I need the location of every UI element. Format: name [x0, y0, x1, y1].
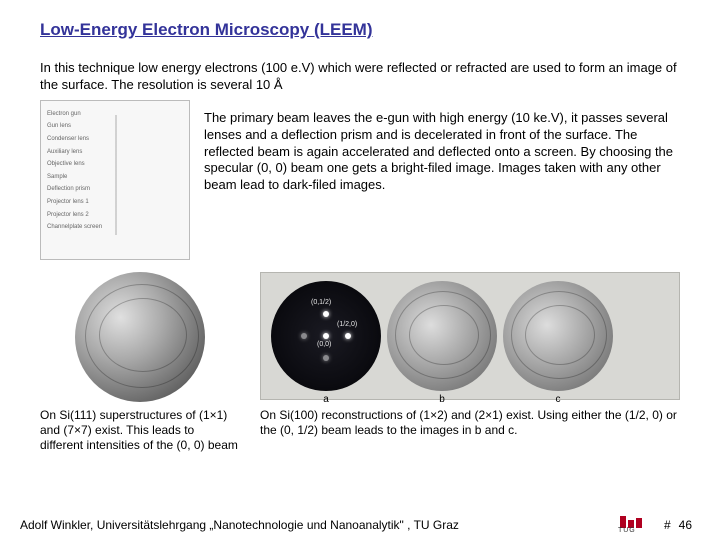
spot-label: (1/2,0) [337, 321, 357, 328]
page-number: 46 [679, 518, 692, 532]
page-title: Low-Energy Electron Microscopy (LEEM) [40, 20, 680, 40]
bottom-row: On Si(111) superstructures of (1×1) and … [40, 272, 680, 453]
spot-label: (0,1/2) [311, 299, 331, 306]
intro-text: In this technique low energy electrons (… [40, 60, 680, 94]
tug-logo: TUG [618, 516, 646, 534]
footer-hash: # [664, 518, 671, 532]
si111-image [75, 272, 205, 402]
darkfield-image-b [387, 281, 497, 391]
left-image-block: On Si(111) superstructures of (1×1) and … [40, 272, 240, 453]
panel-label: c [556, 394, 561, 405]
leem-schematic: Electron gun Gun lens Condenser lens Aux… [40, 100, 190, 260]
caption-right: On Si(100) reconstructions of (1×2) and … [260, 406, 680, 438]
darkfield-image-c [503, 281, 613, 391]
logo-text: TUG [618, 527, 636, 534]
si100-triptych: (0,1/2) (0,0) (1/2,0) a b [260, 272, 680, 400]
mid-paragraph: The primary beam leaves the e-gun with h… [204, 100, 680, 260]
diffraction-pattern: (0,1/2) (0,0) (1/2,0) [271, 281, 381, 391]
footer-text: Adolf Winkler, Universitätslehrgang „Nan… [20, 518, 459, 532]
spot-label: (0,0) [317, 341, 331, 348]
caption-left: On Si(111) superstructures of (1×1) and … [40, 408, 240, 453]
right-image-block: (0,1/2) (0,0) (1/2,0) a b [260, 272, 680, 438]
panel-label: a [323, 394, 329, 405]
mid-row: Electron gun Gun lens Condenser lens Aux… [40, 100, 680, 260]
panel-label: b [439, 394, 445, 405]
footer: Adolf Winkler, Universitätslehrgang „Nan… [0, 516, 720, 534]
